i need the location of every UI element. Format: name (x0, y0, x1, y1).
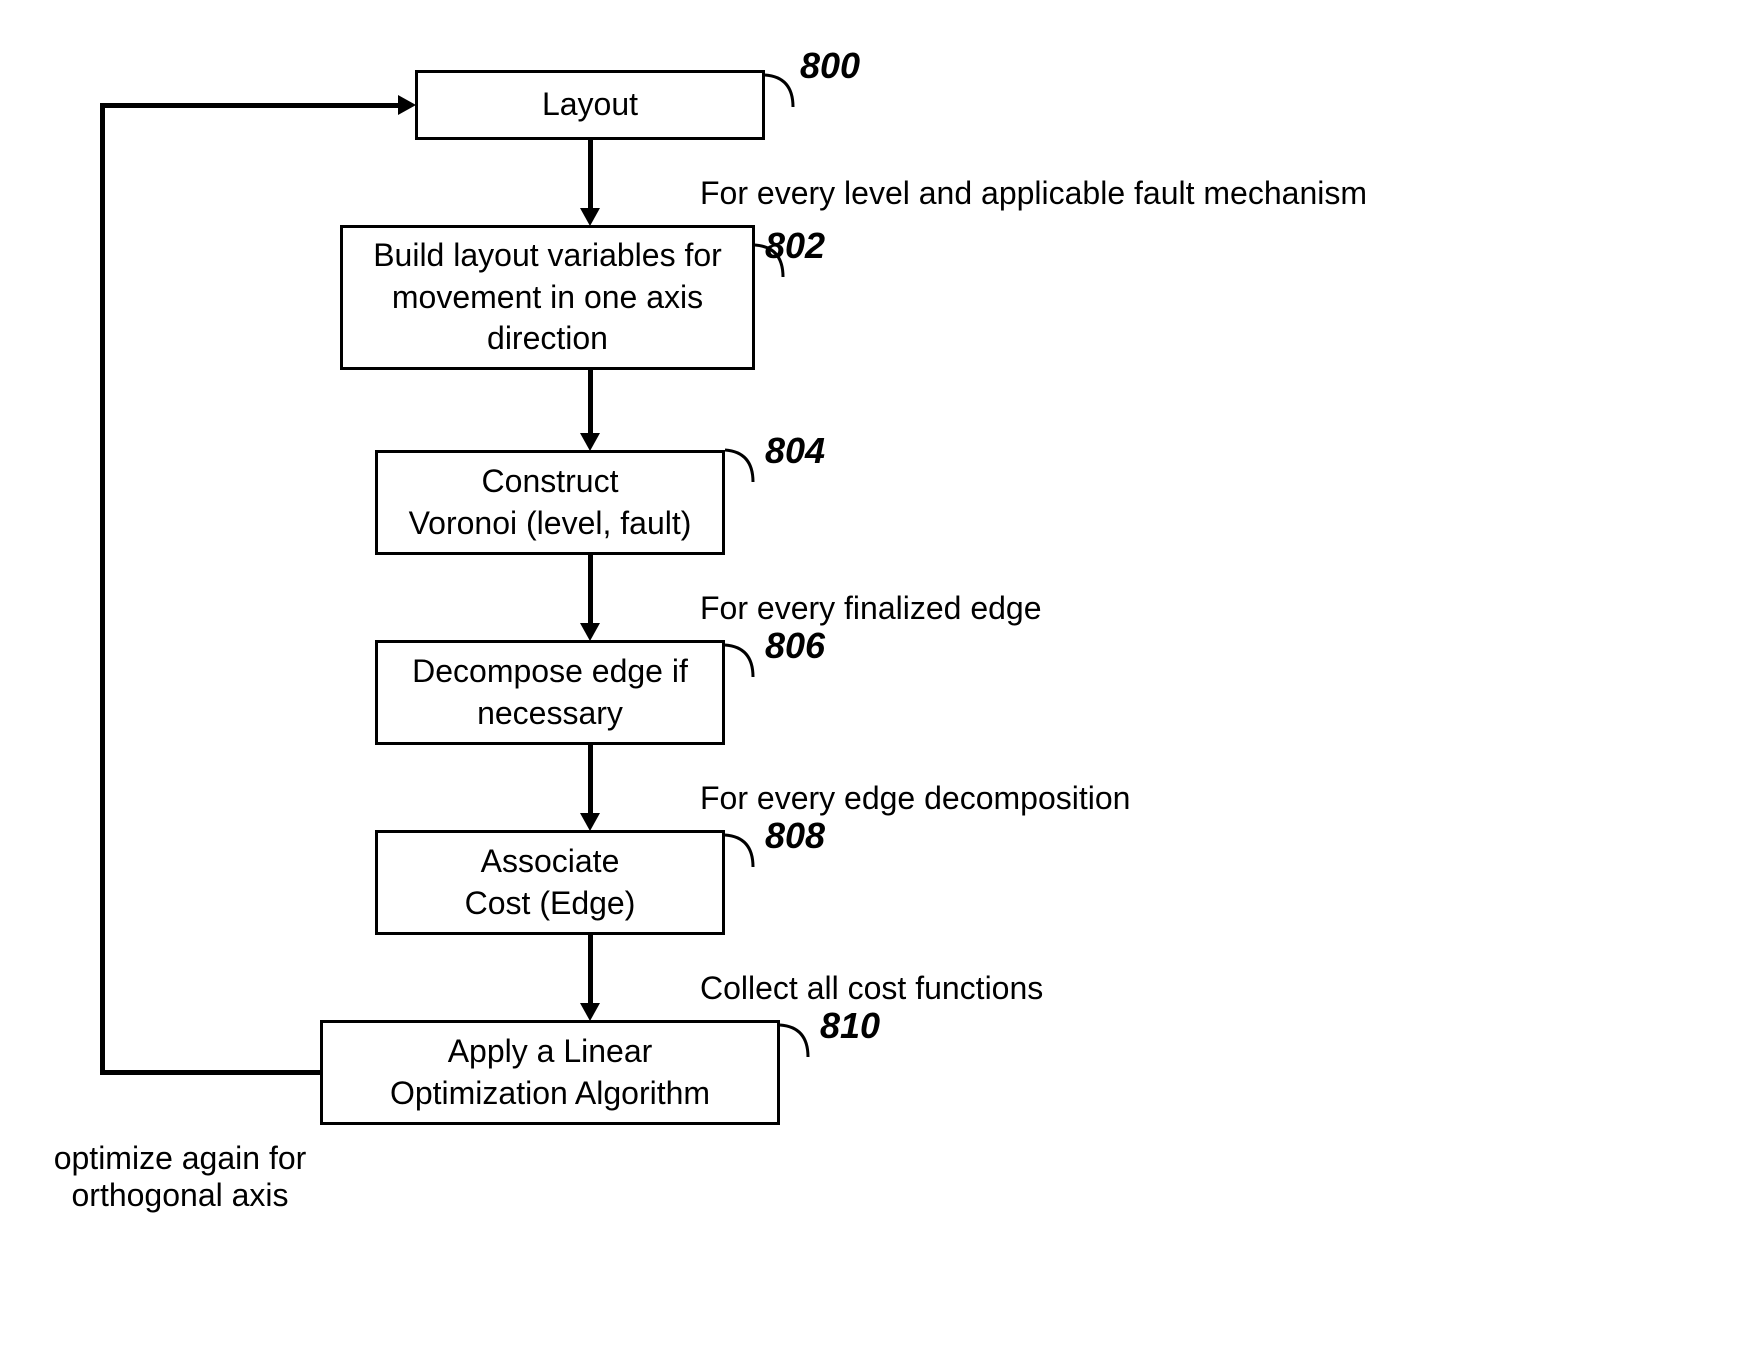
feedback-line-h1 (100, 1070, 320, 1075)
ref-806: 806 (765, 625, 825, 667)
ref-802: 802 (765, 225, 825, 267)
node-label: Apply a Linear Optimization Algorithm (390, 1031, 710, 1114)
arrow-head (580, 433, 600, 451)
ref-804: 804 (765, 430, 825, 472)
ref-808: 808 (765, 815, 825, 857)
arrow-line (588, 370, 593, 435)
arrow-head (580, 208, 600, 226)
node-label: Layout (542, 84, 638, 126)
arrow-head (580, 1003, 600, 1021)
feedback-label: optimize again for orthogonal axis (20, 1140, 340, 1214)
arrow-line (588, 140, 593, 210)
edge-label-1: For every level and applicable fault mec… (700, 175, 1367, 212)
edge-label-2: For every finalized edge (700, 590, 1042, 627)
node-build-variables: Build layout variables for movement in o… (340, 225, 755, 370)
node-decompose-edge: Decompose edge if necessary (375, 640, 725, 745)
node-construct-voronoi: Construct Voronoi (level, fault) (375, 450, 725, 555)
node-associate-cost: Associate Cost (Edge) (375, 830, 725, 935)
feedback-line-h2 (100, 103, 400, 108)
arrow-head (580, 813, 600, 831)
node-label: Construct Voronoi (level, fault) (409, 461, 692, 544)
edge-label-3: For every edge decomposition (700, 780, 1130, 817)
node-label: Associate Cost (Edge) (465, 841, 636, 924)
arrow-line (588, 935, 593, 1005)
arrow-line (588, 745, 593, 815)
arrow-head (580, 623, 600, 641)
feedback-line-v (100, 103, 105, 1075)
node-label: Build layout variables for movement in o… (373, 235, 722, 360)
node-layout: Layout (415, 70, 765, 140)
ref-800: 800 (800, 45, 860, 87)
node-label: Decompose edge if necessary (412, 651, 688, 734)
flowchart-container: Layout 800 For every level and applicabl… (200, 70, 1600, 1320)
feedback-arrow-head (398, 95, 416, 115)
node-apply-linear: Apply a Linear Optimization Algorithm (320, 1020, 780, 1125)
arrow-line (588, 555, 593, 625)
edge-label-4: Collect all cost functions (700, 970, 1043, 1007)
ref-810: 810 (820, 1005, 880, 1047)
